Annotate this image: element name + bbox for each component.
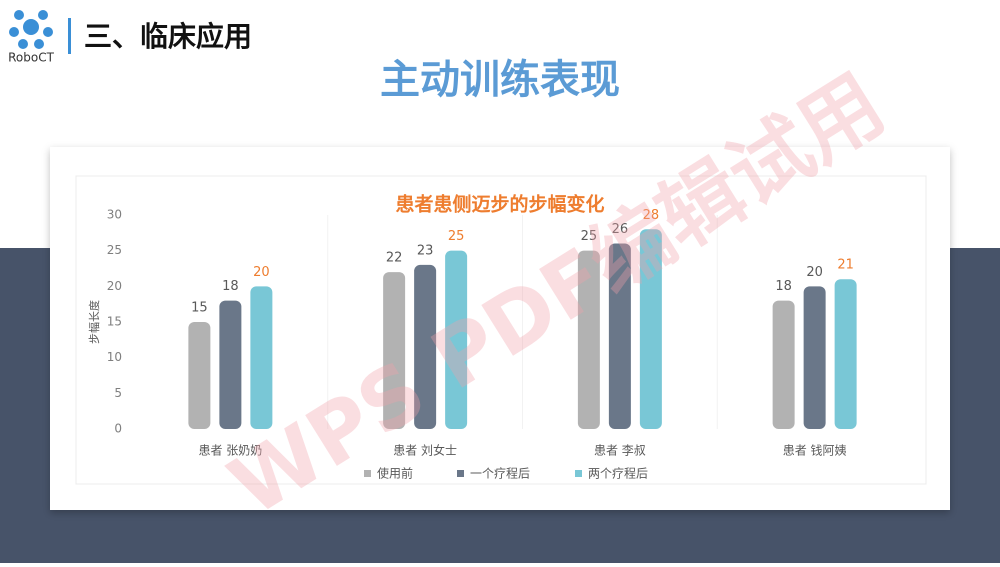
y-tick-label: 20 (107, 279, 122, 293)
logo-icon (9, 10, 53, 49)
slide-title: 主动训练表现 (380, 57, 620, 103)
y-tick-label: 10 (107, 350, 122, 364)
bar (250, 286, 273, 429)
x-tick-label: 患者 刘女士 (393, 443, 457, 458)
plot: 0 5 10 15 20 25 30 患者 张奶奶 15 18 20 患者 刘女士 22 23 25 患者 李… (107, 208, 857, 481)
bar (803, 286, 826, 429)
y-tick-label: 30 (107, 208, 122, 222)
bar (577, 250, 600, 429)
legend-label: 两个疗程后 (588, 466, 648, 481)
value-label: 25 (448, 229, 465, 244)
y-tick-label: 0 (114, 422, 122, 436)
bar (608, 243, 631, 429)
chart-title: 患者患侧迈步的步幅变化 (395, 193, 604, 216)
divider (68, 18, 71, 54)
bar (219, 300, 242, 429)
value-label: 28 (643, 208, 660, 223)
bar (414, 264, 437, 429)
x-tick-label: 患者 张奶奶 (198, 444, 262, 458)
x-tick-label: 患者 李叔 (594, 443, 646, 458)
legend-label: 一个疗程后 (470, 466, 530, 481)
section-title: 三、临床应用 (84, 20, 252, 53)
value-label: 23 (417, 243, 434, 258)
value-label: 25 (581, 229, 598, 244)
value-label: 20 (806, 265, 823, 280)
legend-swatch (575, 470, 582, 477)
logo-text: RoboCT (8, 51, 54, 65)
legend-label: 使用前 (377, 466, 413, 481)
bar (383, 272, 406, 429)
x-tick-label: 患者 钱阿姨 (783, 443, 847, 458)
value-label: 22 (386, 251, 403, 266)
value-label: 15 (191, 301, 208, 316)
value-label: 21 (837, 258, 854, 273)
bar (834, 279, 857, 429)
legend-swatch (457, 470, 464, 477)
y-axis-label: 步幅长度 (87, 300, 101, 344)
value-label: 20 (253, 265, 270, 280)
legend-swatch (364, 470, 371, 477)
y-tick-label: 25 (107, 243, 122, 257)
chart-frame (75, 175, 927, 485)
value-label: 18 (775, 279, 792, 294)
bar (772, 300, 795, 429)
bar (188, 322, 211, 429)
bar (639, 229, 662, 429)
value-label: 18 (222, 279, 239, 294)
bar (445, 250, 468, 429)
y-tick-label: 5 (114, 386, 122, 400)
value-label: 26 (612, 222, 629, 237)
y-tick-label: 15 (107, 315, 122, 329)
